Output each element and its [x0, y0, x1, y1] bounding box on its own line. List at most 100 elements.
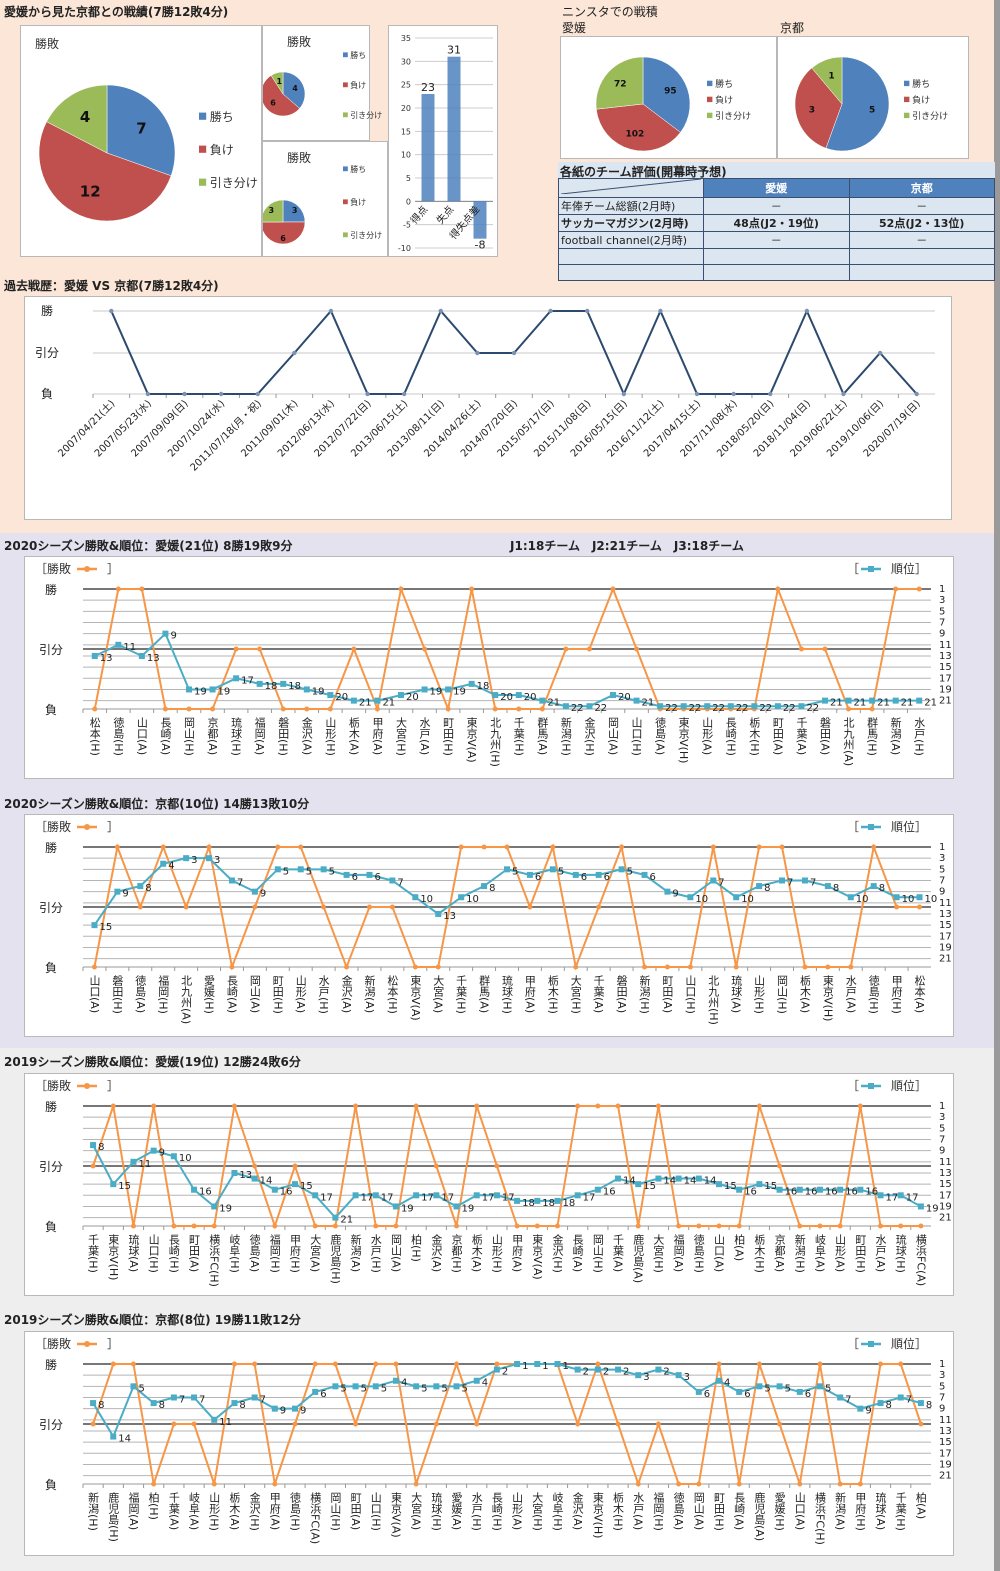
legend-result-label: ［勝敗 — [35, 561, 71, 576]
x-tick-label: 大宮(H) — [569, 974, 582, 1014]
rank-tick-label: 5 — [939, 606, 945, 617]
x-tick-label: 大宮(H) — [395, 716, 408, 756]
rank-data-label: 5 — [764, 1383, 770, 1394]
rank-data-label: 13 — [443, 911, 456, 922]
legend-label-win: 勝ち — [350, 164, 366, 174]
pie-data-label: 102 — [625, 129, 644, 139]
rank-point — [837, 1186, 844, 1193]
result-point — [292, 1421, 298, 1427]
x-tick-label: 山形(H) — [753, 975, 766, 1014]
rank-point — [615, 1175, 622, 1182]
rank-tick-label: 17 — [939, 931, 952, 942]
rank-tick-label: 15 — [939, 662, 952, 673]
result-point — [539, 706, 545, 712]
rank-data-label: 10 — [466, 894, 479, 905]
result-point — [210, 706, 216, 712]
result-point — [837, 1223, 843, 1229]
rank-tick-label: 7 — [939, 617, 945, 628]
legend-swatch-loss — [343, 82, 348, 88]
x-tick-label: 山形(H) — [490, 1234, 503, 1273]
result-point — [366, 904, 372, 910]
legend-result-label: ［勝敗 — [35, 1336, 71, 1351]
x-tick-label: 新潟(H) — [793, 1233, 806, 1273]
result-point — [494, 1361, 500, 1367]
legend-rank-open: ［ — [847, 1337, 859, 1351]
result-point — [802, 964, 808, 970]
pie-slice-win — [282, 71, 306, 109]
rank-point — [374, 697, 381, 704]
rank-data-label: 11 — [123, 642, 136, 653]
x-tick-label: 大宮(A) — [410, 1491, 423, 1530]
rank-data-label: 17 — [421, 1192, 434, 1203]
result-point — [917, 904, 923, 910]
x-tick-label: 栃木(A) — [798, 974, 811, 1013]
rank-point — [687, 894, 694, 901]
x-tick-label: 金沢(A) — [430, 1233, 443, 1272]
x-tick-label: 山形(A) — [834, 1234, 847, 1272]
rank-data-label: 2 — [663, 1367, 669, 1378]
rank-tick-label: 3 — [939, 853, 945, 864]
evaluation-row — [558, 248, 995, 265]
rank-tick-label: 21 — [939, 1471, 952, 1482]
result-point — [619, 844, 625, 850]
y-axis-label: 引分 — [39, 1160, 63, 1174]
rank-point — [515, 692, 522, 699]
rank-data-label: 5 — [825, 1383, 831, 1394]
legend-rank-label: 順位］ — [891, 1078, 927, 1093]
result-point — [151, 1103, 157, 1109]
rank-point — [554, 1361, 561, 1367]
rank-point — [435, 910, 442, 917]
pie-data-label: 1 — [276, 77, 282, 86]
legend-swatch-win — [343, 52, 348, 58]
rank-data-label: 22 — [594, 703, 607, 714]
rank-data-label: 16 — [805, 1187, 818, 1198]
x-tick-label: 磐田(H) — [277, 716, 290, 756]
rank-tick-label: 15 — [939, 1179, 952, 1190]
x-tick-label: 大宮(A) — [309, 1233, 322, 1272]
ninsta-title: ニンスタでの戦積 — [562, 5, 658, 19]
rank-data-label: 10 — [925, 894, 938, 905]
result-point — [401, 391, 407, 397]
rank-data-label: 10 — [420, 894, 433, 905]
result-point — [797, 1223, 803, 1229]
x-tick-label: 徳島(H) — [112, 717, 125, 756]
rank-tick-label: 17 — [939, 1448, 952, 1459]
rank-point — [816, 1186, 823, 1193]
x-tick-label: 水戸(A) — [874, 1234, 887, 1272]
rank-point — [445, 686, 452, 693]
result-point — [914, 391, 919, 397]
rank-data-label: 17 — [482, 1192, 495, 1203]
rank-point — [320, 866, 327, 873]
rank-point — [554, 1197, 561, 1204]
result-point — [211, 1223, 217, 1229]
rank-point — [251, 1394, 258, 1401]
x-tick-label: 岡山(H) — [329, 1492, 342, 1531]
result-point — [257, 646, 263, 652]
rank-tick-label: 13 — [939, 1168, 952, 1179]
rank-point — [90, 1400, 97, 1407]
rank-data-label: 19 — [926, 1203, 939, 1214]
rank-point — [704, 703, 711, 710]
rank-data-label: 9 — [260, 889, 266, 900]
rank-point — [312, 1192, 319, 1199]
rank-tick-label: 3 — [939, 1370, 945, 1381]
rank-data-label: 9 — [122, 889, 128, 900]
result-point — [332, 1361, 338, 1367]
rank-data-label: 7 — [179, 1394, 185, 1405]
rank-point — [138, 652, 145, 659]
result-point — [777, 1163, 783, 1169]
rank-data-label: 5 — [340, 1383, 346, 1394]
evaluation-row-label: football channel(2月時) — [558, 231, 704, 249]
rank-line — [94, 631, 920, 708]
result-point — [151, 1481, 157, 1487]
rank-data-label: 5 — [381, 1383, 387, 1394]
rank-tick-label: 1 — [939, 584, 945, 595]
result-point — [634, 646, 640, 652]
x-tick-label: 岐阜(H) — [551, 1492, 564, 1531]
rank-data-label: 21 — [854, 698, 867, 709]
x-tick-label: 町田(H) — [713, 1492, 726, 1531]
rank-data-label: 4 — [168, 861, 174, 872]
rank-data-label: 9 — [170, 631, 176, 642]
rank-point — [231, 1400, 238, 1407]
rank-tick-label: 19 — [939, 942, 952, 953]
